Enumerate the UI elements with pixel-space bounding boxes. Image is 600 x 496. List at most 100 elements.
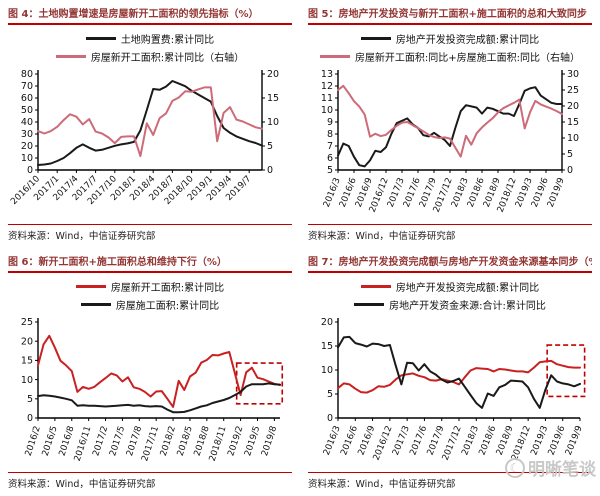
figure-6-legend: 房屋新开工面积:累计同比 房屋施工面积:累计同比 [8,279,292,312]
line-swatch [319,55,350,58]
figure-4-title: 图 4：土地购置增速是房屋新开工面积的领先指标（%） [8,5,292,25]
svg-text:2017/11: 2017/11 [140,425,161,463]
line-swatch [360,37,391,40]
line-swatch [85,37,116,40]
figure-6-panel: 图 6：新开工面积+施工面积总和维持下行（%） 房屋新开工面积:累计同比 房屋施… [0,248,300,496]
figure-7-legend: 房地产开发投资完成额:累计同比 房地产开发资金来源:合计:累计同比 [308,279,592,312]
legend-label: 房地产开发资金来源:合计:累计同比 [389,301,546,312]
figure-4-chart: 01020304050607080051015202016/102017/120… [9,69,279,207]
svg-text:0: 0 [327,413,333,424]
legend-item: 房屋新开工面积:同比+房屋施工面积:同比（右轴） [319,49,581,64]
figure-7-panel: 图 7：房地产开发投资完成额与房地产开发资金来源基本同步（%） 房地产开发投资完… [300,248,600,496]
legend-item: 房地产开发投资完成额:累计同比 [360,279,539,294]
svg-text:20: 20 [321,317,333,328]
legend-item: 房屋新开工面积:累计同比（右轴） [55,49,245,64]
figure-7-source-block: 资料来源：Wind，中信证券研究部 [308,472,592,490]
line-swatch [360,285,391,288]
svg-text:2019/9: 2019/9 [564,424,585,456]
svg-text:5: 5 [567,149,573,160]
svg-text:2016/5: 2016/5 [41,425,60,458]
svg-text:0: 0 [267,165,273,176]
divider [8,224,292,225]
figure-5-legend: 房地产开发投资完成额:累计同比 房屋新开工面积:同比+房屋施工面积:同比（右轴） [308,31,592,64]
svg-text:20: 20 [21,336,33,347]
line-swatch [354,303,385,306]
figure-6-title: 图 6：新开工面积+施工面积总和维持下行（%） [8,253,292,273]
svg-text:5: 5 [27,394,33,405]
svg-text:2017/8: 2017/8 [125,425,144,458]
figure-7-source: 资料来源：Wind，中信证券研究部 [308,479,456,490]
divider [8,472,292,473]
figure-5-chart: 56789101112130510152025302016/32016/6201… [321,69,579,214]
svg-text:6: 6 [327,153,333,164]
svg-text:15: 15 [267,93,279,104]
figure-7-title: 图 7：房地产开发投资完成额与房地产开发资金来源基本同步（%） [308,253,592,273]
svg-text:7: 7 [327,141,333,152]
figure-5-source-block: 资料来源：Wind，中信证券研究部 [308,224,592,242]
figure-5-panel: 图 5：房地产开发投资与新开工面积+施工面积的总和大致同步（%） 房地产开发投资… [300,0,600,248]
figure-7-chart: 051015202016/32016/62016/92016/122017/32… [321,317,586,462]
svg-text:15: 15 [21,356,33,367]
legend-label: 土地购置费:累计同比 [120,35,215,46]
legend-label: 房屋新开工面积:累计同比（右轴） [90,53,245,64]
svg-text:25: 25 [21,317,33,328]
legend-item: 房地产开发资金来源:合计:累计同比 [354,297,546,312]
svg-text:2018/11: 2018/11 [208,425,229,463]
svg-text:2016/11: 2016/11 [73,425,94,463]
legend-item: 土地购置费:累计同比 [85,31,215,46]
svg-text:2017/2: 2017/2 [91,425,110,458]
figure-4-source: 资料来源：Wind，中信证券研究部 [8,231,156,242]
svg-text:0: 0 [27,413,33,424]
divider [308,472,592,473]
line-swatch [55,55,86,58]
svg-text:20: 20 [267,69,279,80]
svg-text:10: 10 [21,375,33,386]
svg-text:5: 5 [327,389,333,400]
svg-text:2019/2: 2019/2 [226,425,245,458]
svg-text:2018/5: 2018/5 [176,425,195,458]
divider [308,224,592,225]
svg-text:2016/8: 2016/8 [58,425,77,458]
line-swatch [75,285,106,288]
legend-label: 房屋新开工面积:累计同比 [110,283,225,294]
svg-text:70: 70 [21,81,33,92]
svg-text:10: 10 [321,105,333,116]
legend-label: 房屋施工面积:累计同比 [115,301,220,312]
svg-text:25: 25 [567,85,579,96]
figure-6-chart: 05101520252016/22016/52016/82016/112017/… [21,317,284,463]
svg-text:40: 40 [21,117,33,128]
svg-text:20: 20 [21,141,33,152]
figure-4-source-block: 资料来源：Wind，中信证券研究部 [8,224,292,242]
svg-text:10: 10 [321,365,333,376]
svg-text:10: 10 [21,153,33,164]
svg-text:9: 9 [327,117,333,128]
svg-text:0: 0 [567,165,573,176]
svg-text:60: 60 [21,93,33,104]
line-swatch [80,303,111,306]
svg-text:80: 80 [21,69,33,80]
svg-text:2019/5: 2019/5 [243,425,262,458]
figure-5-title: 图 5：房地产开发投资与新开工面积+施工面积的总和大致同步（%） [308,5,592,25]
svg-text:2019/8: 2019/8 [260,425,279,458]
svg-text:13: 13 [321,69,333,80]
figure-4-legend: 土地购置费:累计同比 房屋新开工面积:累计同比（右轴） [8,31,292,64]
svg-text:10: 10 [567,133,579,144]
svg-text:11: 11 [321,93,333,104]
legend-label: 房屋新开工面积:同比+房屋施工面积:同比（右轴） [354,53,581,64]
svg-text:15: 15 [567,117,579,128]
svg-text:0: 0 [27,165,33,176]
legend-item: 房屋新开工面积:累计同比 [75,279,225,294]
legend-item: 房屋施工面积:累计同比 [80,297,220,312]
figure-6-source-block: 资料来源：Wind，中信证券研究部 [8,472,292,490]
svg-text:2018/2: 2018/2 [159,425,178,458]
svg-text:5: 5 [267,141,273,152]
legend-item: 房地产开发投资完成额:累计同比 [360,31,539,46]
figure-5-source: 资料来源：Wind，中信证券研究部 [308,231,456,242]
svg-text:50: 50 [21,105,33,116]
svg-text:30: 30 [21,129,33,140]
svg-text:12: 12 [321,81,333,92]
svg-text:5: 5 [327,165,333,176]
svg-text:2017/5: 2017/5 [108,425,127,458]
svg-text:8: 8 [327,129,333,140]
